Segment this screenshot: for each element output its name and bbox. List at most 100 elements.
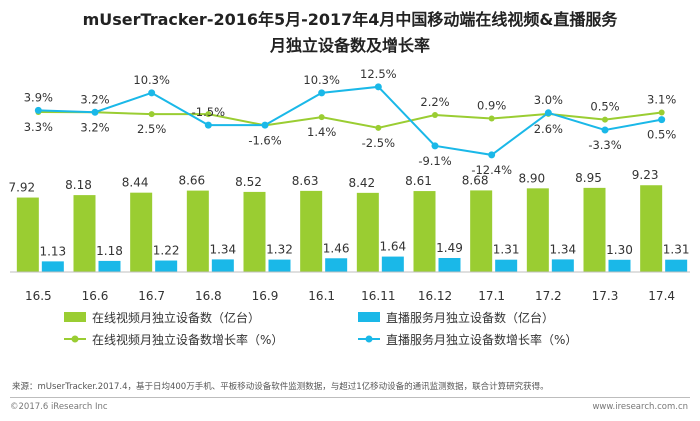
bar-value-label: 1.18 [96, 244, 123, 258]
legend-label: 在线视频月独立设备数（亿台） [92, 310, 260, 325]
live-streaming-growth-point [204, 121, 212, 129]
bar-value-label: 8.63 [292, 174, 319, 188]
online-video-bar [300, 190, 323, 272]
growth-label: 0.9% [477, 99, 506, 113]
online-video-bar [356, 192, 379, 272]
growth-label: -2.5% [362, 136, 395, 150]
live-streaming-growth-point [374, 83, 382, 91]
website-text: www.iresearch.com.cn [592, 402, 688, 412]
live-streaming-bar [608, 259, 631, 272]
online-video-growth-point [148, 111, 155, 118]
growth-label: 2.6% [534, 122, 563, 136]
online-video-growth-point [318, 114, 325, 121]
live-streaming-bar [41, 261, 64, 272]
bar-value-label: 1.46 [323, 241, 350, 255]
legend-swatch [64, 312, 86, 322]
growth-label: 12.5% [360, 67, 397, 81]
bar-value-label: 8.66 [178, 174, 205, 188]
live-streaming-bar [495, 259, 518, 272]
online-video-growth-line [38, 110, 662, 129]
bar-value-label: 1.13 [39, 244, 66, 258]
bar-value-label: 1.32 [266, 243, 293, 257]
online-video-bar [243, 191, 266, 272]
x-tick-label: 17.2 [535, 289, 562, 303]
bar-value-label: 8.68 [462, 173, 489, 187]
copyright-text: ©2017.6 iResearch Inc [10, 402, 108, 412]
growth-label: 3.9% [24, 90, 53, 104]
growth-label: 0.5% [647, 128, 676, 142]
live-streaming-growth-point [658, 116, 666, 124]
x-tick-label: 16.6 [82, 289, 109, 303]
legend-label: 直播服务月独立设备数（亿台） [386, 310, 554, 325]
growth-label: 2.2% [420, 95, 449, 109]
live-streaming-bar [381, 256, 404, 272]
growth-label: 3.2% [80, 120, 109, 134]
online-video-growth-point [205, 111, 212, 118]
online-video-bar [583, 187, 606, 272]
bar-value-label: 1.30 [606, 243, 633, 257]
bar-value-label: 1.34 [209, 242, 236, 256]
legend-label: 在线视频月独立设备数增长率（%） [92, 332, 283, 347]
bar-value-label: 1.34 [549, 242, 576, 256]
live-streaming-bar [268, 259, 291, 272]
live-streaming-growth-line [38, 85, 662, 156]
growth-label: 3.3% [24, 120, 53, 134]
growth-label: 10.3% [303, 73, 340, 87]
growth-label: -9.1% [418, 154, 451, 168]
online-video-growth-point [375, 124, 382, 131]
x-tick-label: 16.1 [308, 289, 335, 303]
bar-value-label: 8.95 [575, 171, 602, 185]
chart-subtitle: 月独立设备数及增长率 [269, 36, 430, 55]
x-tick-label: 16.9 [252, 289, 279, 303]
online-video-bar [640, 185, 663, 272]
live-streaming-bar [551, 259, 574, 272]
bar-value-label: 8.61 [405, 174, 432, 188]
live-streaming-bar [325, 258, 348, 272]
bar-value-label: 1.31 [493, 243, 520, 257]
online-video-bar [73, 195, 96, 272]
online-video-growth-point [432, 111, 438, 118]
live-streaming-bar [665, 259, 688, 272]
online-video-bar [16, 197, 39, 272]
chart-title: mUserTracker-2016年5月-2017年4月中国移动端在线视频&直播… [82, 10, 618, 29]
bar-value-label: 8.90 [518, 171, 545, 185]
growth-label: -3.3% [588, 138, 621, 152]
live-streaming-growth-point [431, 142, 439, 150]
online-video-growth-point [488, 115, 495, 122]
source-note: 来源：mUserTracker.2017.4，基于日均400万手机、平板移动设备… [12, 382, 549, 392]
bar-value-label: 8.42 [348, 176, 375, 190]
x-tick-label: 16.8 [195, 289, 222, 303]
live-streaming-growth-point [148, 89, 156, 97]
live-streaming-growth-point [91, 108, 99, 116]
live-streaming-growth-point [261, 121, 269, 129]
bar-value-label: 8.52 [235, 175, 262, 189]
growth-label: 0.5% [590, 100, 619, 114]
bar-value-label: 9.23 [632, 168, 659, 182]
bar-value-label: 1.64 [379, 240, 406, 254]
live-streaming-growth-point [318, 89, 326, 97]
x-tick-label: 17.3 [592, 289, 619, 303]
bar-value-label: 7.92 [8, 181, 35, 195]
bar-value-label: 1.49 [436, 241, 463, 255]
bar-value-label: 1.22 [153, 244, 180, 258]
live-streaming-growth-point [34, 106, 42, 114]
legend-swatch [358, 312, 380, 322]
online-video-bar [470, 190, 493, 272]
legend-marker [71, 335, 79, 343]
x-tick-label: 17.4 [648, 289, 675, 303]
live-streaming-bar [438, 257, 461, 272]
x-tick-label: 17.1 [478, 289, 505, 303]
online-video-growth-point [602, 116, 608, 123]
growth-label: -1.6% [248, 133, 281, 147]
x-tick-label: 16.5 [25, 289, 52, 303]
online-video-bar [526, 188, 549, 272]
bar-value-label: 1.31 [663, 243, 690, 257]
online-video-bar [413, 191, 436, 272]
online-video-bar [130, 192, 153, 272]
bar-value-label: 8.18 [65, 178, 92, 192]
online-video-growth-point [658, 109, 665, 116]
growth-label: 2.5% [137, 122, 166, 136]
x-tick-label: 16.7 [138, 289, 165, 303]
